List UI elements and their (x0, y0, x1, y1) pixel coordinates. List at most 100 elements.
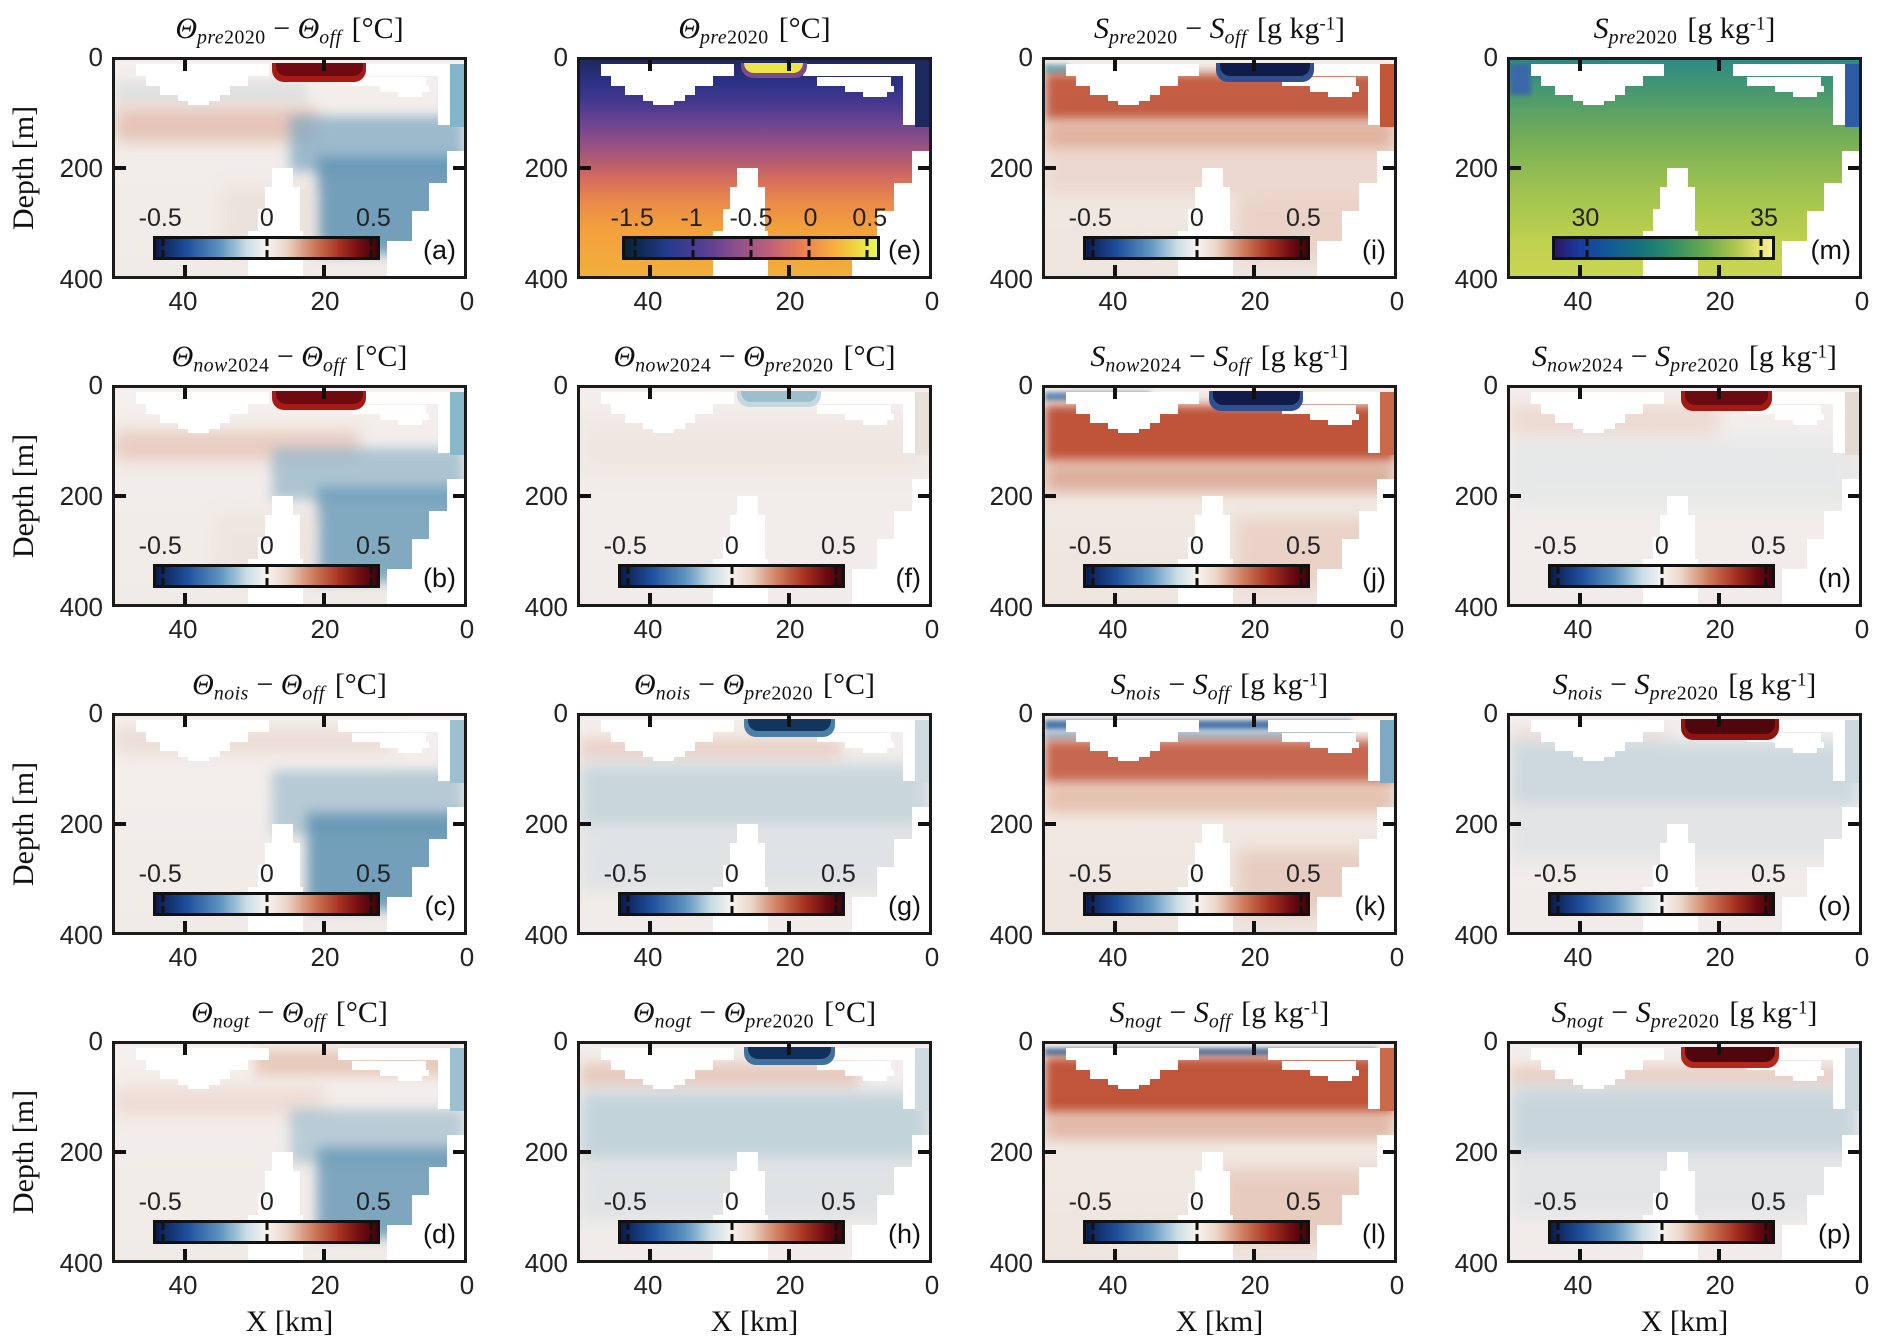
colorbar-tick-mark (1556, 567, 1560, 575)
land-mask (1555, 1069, 1626, 1079)
panel-title: Θpre2020 [°C] (678, 12, 831, 49)
colorbar-tick-label: -0.5 (138, 860, 182, 889)
heatmap-panel-p: Snogt − Spre2020 [g kg-1] -0.5 0 0.5 (p) 0 20… (1455, 996, 1870, 1338)
x-tick-label: 20 (310, 942, 340, 972)
y-tick-label: 0 (88, 698, 103, 728)
land-mask (1782, 241, 1859, 276)
axis-tick-mark (1252, 1249, 1257, 1260)
heatmap-panel-j: Snow2024 − Soff [g kg-1] -0.5 0 0.5 (j) 0 200… (990, 340, 1405, 644)
land-mask (1367, 392, 1381, 453)
panel-title: Spre2020 − Soff [g kg-1] (1093, 12, 1346, 49)
colorbar (1548, 564, 1776, 588)
right-edge-strip (915, 720, 929, 783)
land-mask (1792, 1076, 1818, 1081)
land-mask (1282, 1061, 1356, 1070)
x-tick-label: 40 (1098, 1270, 1128, 1300)
colorbar-tick-mark (1764, 1223, 1768, 1231)
axis-tick-mark (580, 494, 591, 498)
colorbar-tick-mark (1195, 567, 1199, 575)
land-mask (265, 187, 300, 210)
axes-box: -0.5 0 0.5 (c) (112, 713, 467, 935)
title-unit: [g kg-1] (1241, 996, 1330, 1030)
panel-letter: (g) (888, 891, 921, 921)
colorbar-tick-label: 0.5 (1751, 532, 1786, 561)
axis-tick-mark (1252, 593, 1257, 604)
land-mask (723, 209, 765, 231)
land-mask (1775, 413, 1825, 421)
axis-tick-mark (580, 1150, 591, 1154)
colorbar-tick-mark (161, 567, 165, 575)
land-mask (1282, 77, 1356, 86)
colorbar-tick-mark (730, 1233, 734, 1241)
y-tick-label: 400 (989, 920, 1033, 950)
axes-box: -0.5 0 0.5 (d) (112, 1041, 467, 1263)
land-mask (338, 720, 438, 733)
axis-tick-mark (1577, 921, 1582, 932)
panel-title: Θnois − Θoff [°C] (192, 668, 387, 705)
land-mask (437, 64, 451, 125)
land-mask (1268, 392, 1368, 405)
panel-title: Θnogt − Θoff [°C] (191, 996, 388, 1033)
heatmap-panel-h: Θnogt − Θpre2020 [°C] -0.5 0 0.5 (h) 0 200 400… (525, 996, 940, 1338)
axis-tick-mark (787, 1044, 792, 1055)
colorbar-tick-mark (1091, 1233, 1095, 1241)
axis-tick-mark (1383, 822, 1394, 826)
land-mask (258, 537, 300, 559)
land-mask (1653, 209, 1695, 231)
depth-axis-label: Depth [m] (7, 105, 40, 231)
colorbar-tick-mark (749, 249, 753, 257)
x-tick-label: 0 (1389, 614, 1405, 644)
land-mask (1202, 168, 1223, 188)
colorbar (618, 1220, 846, 1244)
colorbar-tick-label: -0.5 (138, 1188, 182, 1217)
land-mask (1660, 515, 1695, 538)
colorbar-tick-label: -0.5 (1068, 860, 1112, 889)
land-mask (1310, 85, 1360, 93)
field-overlay (1045, 731, 1353, 740)
colorbar-tick-mark (834, 1223, 838, 1231)
colorbar-tick-label: 0 (724, 532, 739, 561)
colorbar-tick-mark (1764, 895, 1768, 903)
x-tick-label: 0 (459, 614, 475, 644)
land-mask (1667, 1152, 1688, 1172)
land-mask (1653, 537, 1695, 559)
colorbar-tick-label: 0.5 (356, 1188, 391, 1217)
land-mask (387, 569, 464, 604)
land-mask (1572, 422, 1615, 430)
colorbar-tick-mark (1195, 905, 1199, 913)
colorbar-tick-mark (1195, 895, 1199, 903)
y-tick-label: 200 (524, 481, 568, 511)
x-tick-label: 0 (1854, 942, 1870, 972)
axis-tick-mark (1848, 1150, 1859, 1154)
colorbar-tick-label: 0.5 (852, 204, 888, 233)
y-tick-label: 200 (1454, 153, 1498, 183)
colorbar-tick-mark (730, 577, 734, 585)
right-edge-strip (1845, 1048, 1859, 1111)
panel-letter: (a) (423, 235, 456, 265)
colorbar-tick-mark (1764, 577, 1768, 585)
colorbar-tick-mark (807, 249, 811, 257)
land-mask (600, 64, 734, 77)
x-tick-label: 20 (1240, 942, 1270, 972)
land-mask (397, 748, 423, 753)
y-tick-label: 0 (88, 370, 103, 400)
y-tick-label: 0 (553, 42, 568, 72)
land-mask (1747, 1061, 1821, 1070)
land-mask (1327, 748, 1353, 753)
colorbar-tick-label: 0 (1189, 1188, 1204, 1217)
land-mask (1747, 405, 1821, 414)
colorbar-tick-mark (691, 249, 695, 257)
x-tick-label: 0 (924, 942, 940, 972)
land-mask (902, 392, 916, 453)
land-mask (625, 741, 696, 751)
x-tick-label: 0 (1854, 286, 1870, 316)
land-mask (352, 77, 426, 86)
axis-tick-mark (1112, 1249, 1117, 1260)
heatmap-panel-i: Spre2020 − Soff [g kg-1] -0.5 0 0.5 (i) 0 200… (990, 12, 1405, 316)
land-mask (902, 1048, 916, 1109)
x-tick-label: 40 (1098, 286, 1128, 316)
y-tick-label: 400 (1454, 264, 1498, 294)
x-tick-label: 20 (1705, 1270, 1735, 1300)
colorbar-tick-mark (749, 239, 753, 247)
y-tick-label: 200 (59, 481, 103, 511)
